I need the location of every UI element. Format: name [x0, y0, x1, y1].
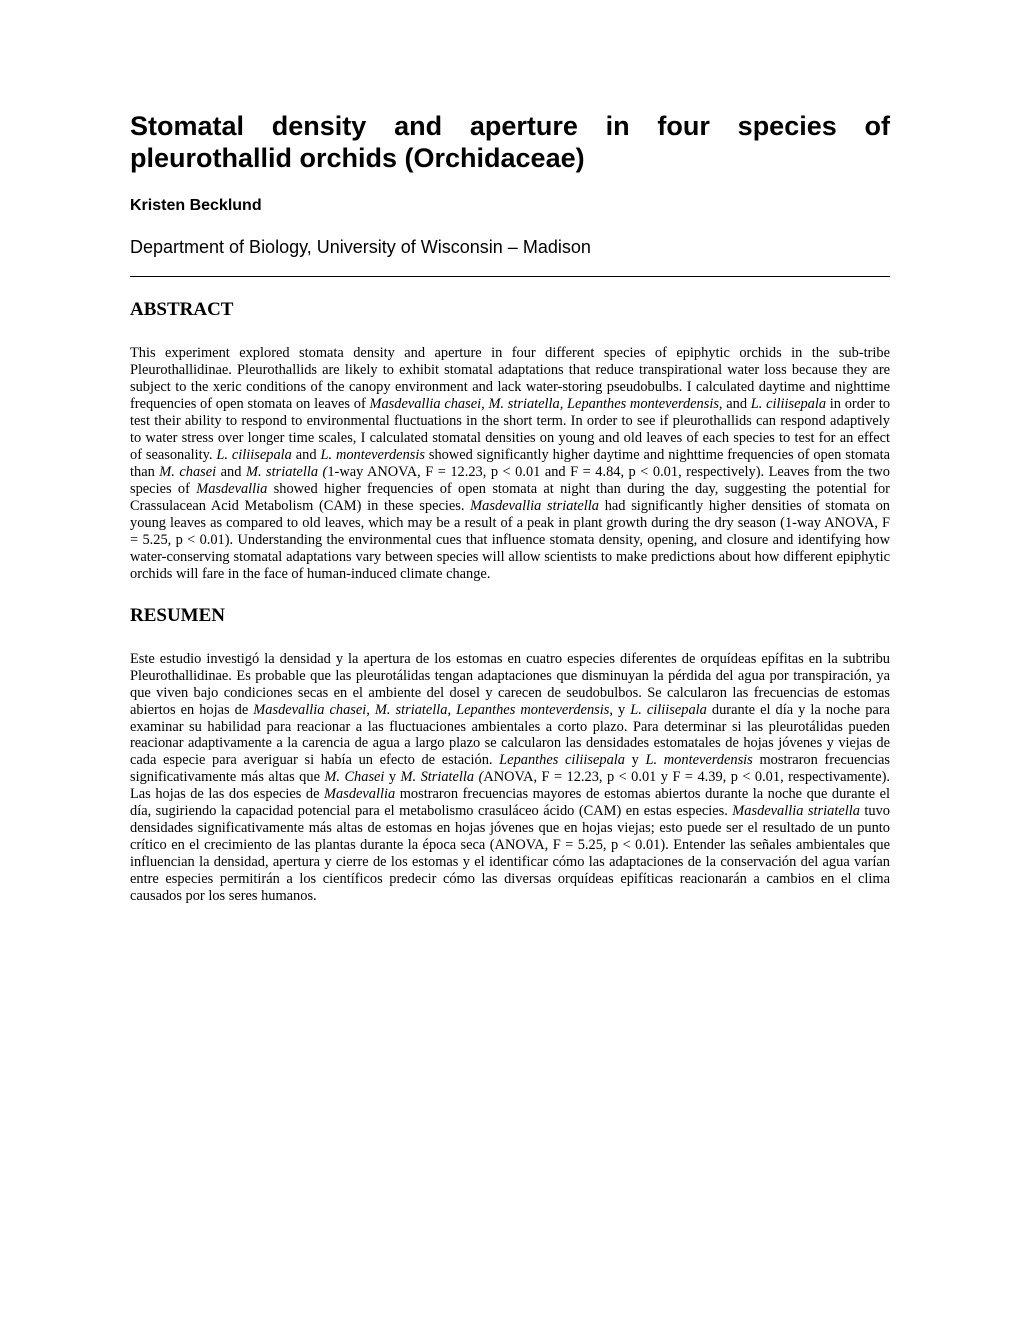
- affiliation: Department of Biology, University of Wis…: [130, 237, 890, 258]
- resumen-body: Este estudio investigó la densidad y la …: [130, 651, 890, 906]
- species-italic: L. monteverdensis: [320, 447, 425, 463]
- abstract-text: and: [292, 447, 321, 463]
- resumen-heading: RESUMEN: [130, 605, 890, 627]
- species-italic: Masdevallia striatella: [470, 498, 599, 514]
- horizontal-rule: [130, 276, 890, 277]
- species-italic: L. ciliisepala: [630, 702, 712, 718]
- paper-title: Stomatal density and aperture in four sp…: [130, 110, 890, 175]
- species-italic: M. striatella (: [246, 464, 327, 480]
- resumen-text: y: [632, 752, 646, 768]
- resumen-text: y: [613, 702, 630, 718]
- species-italic: Masdevallia striatella: [732, 803, 860, 819]
- abstract-text: and: [216, 464, 246, 480]
- species-italic: Masdevallia chasei, M. striatella, Lepan…: [369, 396, 722, 412]
- author-name: Kristen Becklund: [130, 197, 890, 215]
- resumen-text: y: [384, 769, 400, 785]
- species-italic: L. ciliisepala: [751, 396, 826, 412]
- species-italic: Masdevallia: [324, 786, 395, 802]
- species-italic: M. Chasei: [324, 769, 384, 785]
- species-italic: Lepanthes ciliisepala: [499, 752, 631, 768]
- abstract-body: This experiment explored stomata density…: [130, 345, 890, 583]
- page: Stomatal density and aperture in four sp…: [0, 0, 1020, 1007]
- species-italic: Masdevallia: [196, 481, 267, 497]
- species-italic: L. ciliisepala: [216, 447, 291, 463]
- species-italic: M. Striatella (: [401, 769, 484, 785]
- species-italic: Masdevallia chasei, M. striatella, Lepan…: [253, 702, 613, 718]
- abstract-text: and: [723, 396, 751, 412]
- abstract-heading: ABSTRACT: [130, 299, 890, 321]
- species-italic: L. monteverdensis: [646, 752, 753, 768]
- species-italic: M. chasei: [159, 464, 216, 480]
